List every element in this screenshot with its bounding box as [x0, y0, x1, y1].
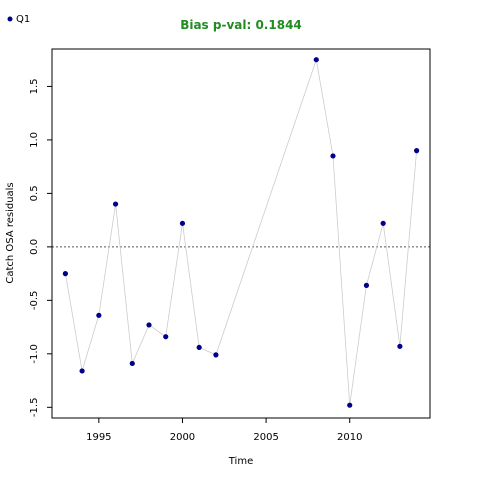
data-point — [397, 343, 403, 349]
y-tick-label: -1.5 — [29, 398, 40, 418]
data-point — [112, 201, 119, 207]
y-tick-label: 0.0 — [29, 239, 40, 255]
chart-title: Bias p-val: 0.1844 — [180, 18, 302, 32]
x-tick-label: 2000 — [170, 432, 195, 443]
data-point — [146, 322, 152, 328]
x-tick-label: 2010 — [337, 432, 362, 443]
data-point — [380, 220, 386, 226]
y-tick-label: 1.0 — [29, 132, 40, 148]
data-point — [330, 153, 336, 159]
data-point — [347, 402, 353, 408]
y-tick-label: -0.5 — [29, 291, 40, 311]
y-axis-label: Catch OSA residuals — [5, 182, 16, 283]
x-tick-label: 1995 — [86, 432, 111, 443]
y-tick-label: 0.5 — [29, 185, 40, 201]
data-point — [96, 312, 102, 318]
legend: Q1 — [7, 14, 30, 25]
legend-label: Q1 — [16, 14, 30, 25]
data-point — [363, 282, 370, 288]
data-point — [163, 334, 169, 340]
data-point — [179, 220, 186, 226]
data-point — [196, 344, 202, 351]
y-tick-label: 1.5 — [29, 78, 40, 94]
data-point — [414, 148, 420, 154]
data-point — [313, 57, 319, 63]
x-axis-label: Time — [228, 456, 253, 467]
x-tick-label: 2005 — [253, 432, 278, 443]
data-point — [62, 271, 68, 277]
data-point — [213, 352, 219, 358]
plot-frame — [51, 48, 431, 419]
series-line — [65, 59, 417, 406]
data-point — [129, 360, 135, 367]
y-tick-label: -1.0 — [29, 344, 40, 364]
data-point — [79, 368, 85, 374]
legend-marker — [7, 16, 13, 22]
